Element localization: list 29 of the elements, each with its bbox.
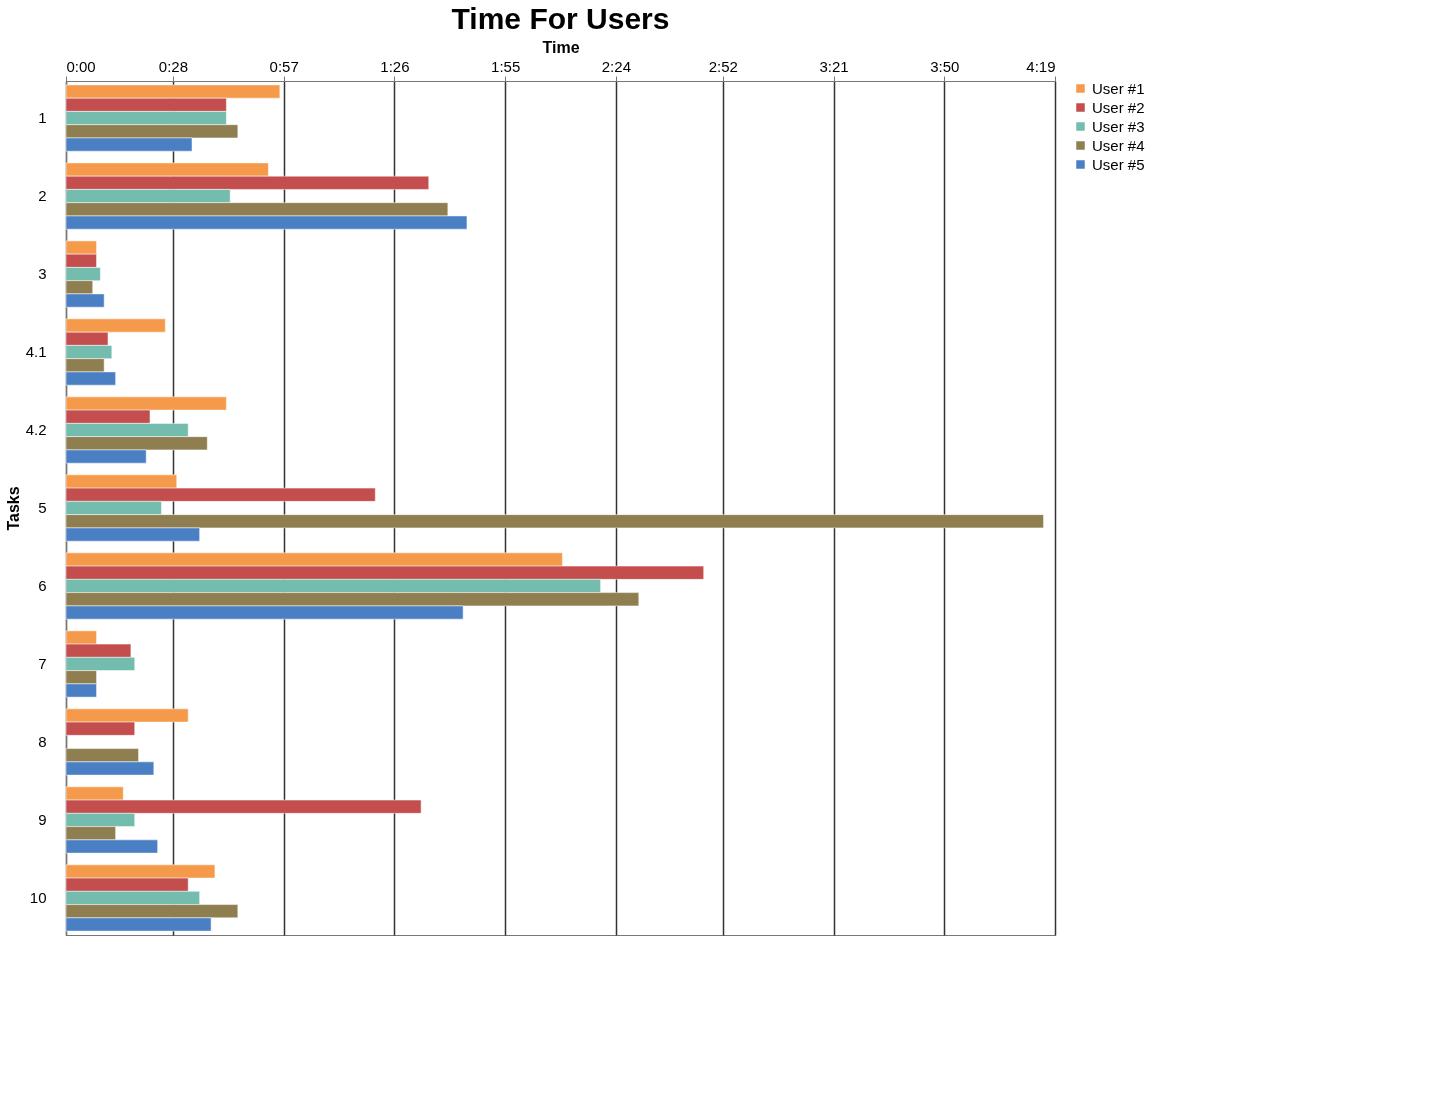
y-tick-label: 1 [38,109,47,127]
x-tick-label: 4:19 [1026,57,1056,75]
x-tick-label: 0:28 [158,57,189,75]
x-tick-label: 3:50 [930,57,960,75]
legend-label: User #5 [1092,155,1145,173]
legend-label: User #4 [1092,136,1145,154]
legend-label: User #3 [1092,117,1145,135]
y-tick-label: 4.2 [25,421,47,439]
legend-label: User #1 [1092,79,1145,97]
x-tick-label: 0:57 [269,57,299,75]
x-tick-label: 1:55 [491,57,521,75]
y-tick-label: 8 [38,732,47,750]
y-axis-title: Tasks [4,486,22,531]
legend-label: User #2 [1092,98,1145,116]
y-tick-label: 5 [38,499,47,516]
x-tick-label: 2:24 [601,57,631,75]
y-tick-label: 10 [29,888,47,906]
chart-title: Time For Users [451,2,670,35]
x-tick-label: 0:00 [66,57,96,75]
y-tick-label: 2 [38,187,47,205]
y-tick-label: 9 [38,810,47,828]
y-tick-label: 6 [38,576,47,594]
x-axis-title: Time [542,38,580,56]
x-tick-label: 2:52 [708,57,738,75]
x-tick-label: 1:26 [380,57,410,75]
y-tick-label: 4.1 [25,343,47,361]
y-tick-label: 3 [38,265,47,283]
y-tick-label: 7 [38,654,47,672]
x-tick-label: 3:21 [819,57,849,75]
